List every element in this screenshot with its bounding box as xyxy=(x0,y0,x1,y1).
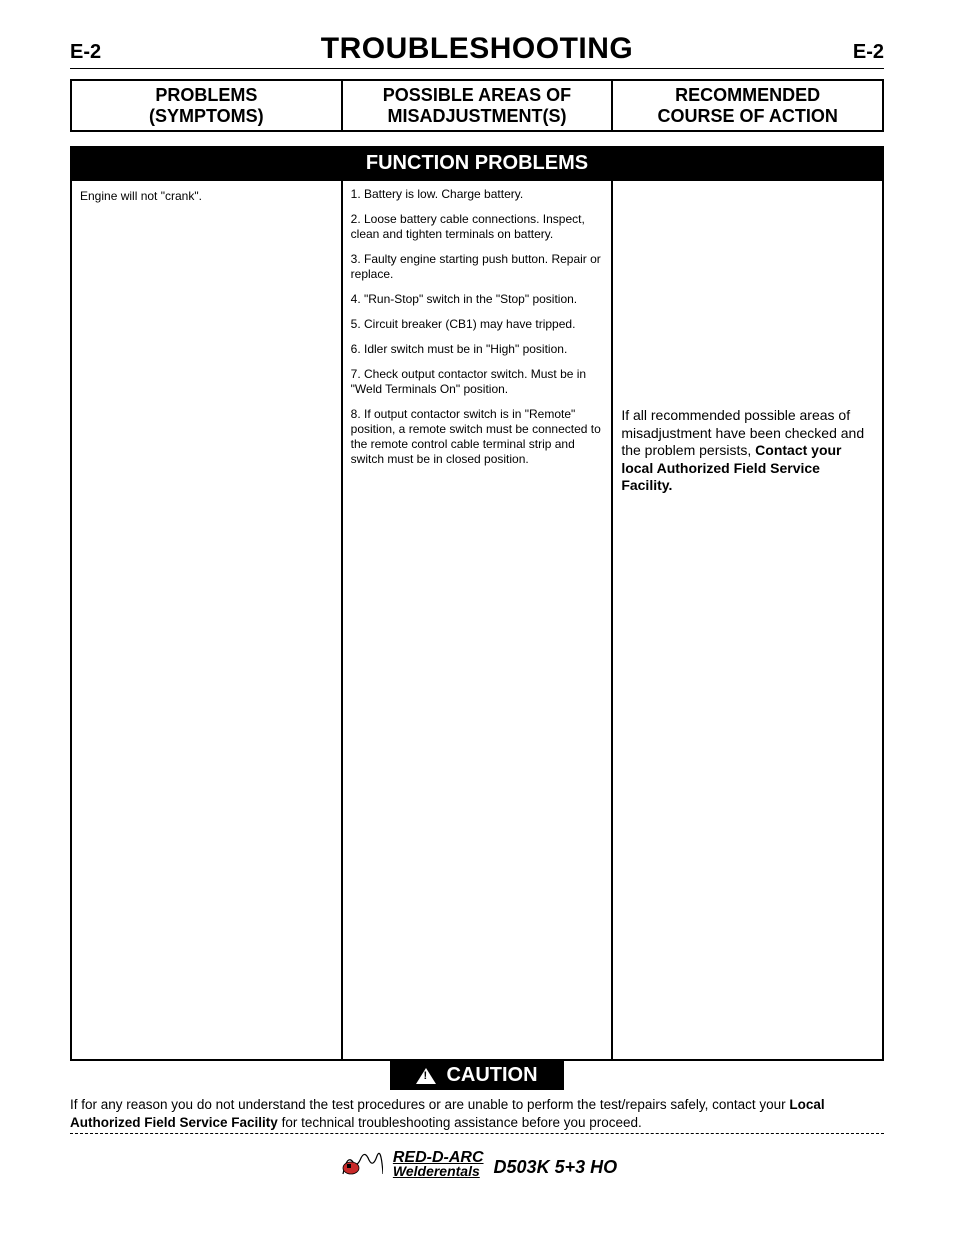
page-code-right: E-2 xyxy=(814,41,884,64)
caution-label: CAUTION xyxy=(446,1064,537,1087)
possible-item: 6. Idler switch must be in "High" positi… xyxy=(351,342,604,357)
possible-item: 7. Check output contactor switch. Must b… xyxy=(351,367,604,397)
header-action-line2: COURSE OF ACTION xyxy=(657,106,837,126)
logo-line2: Welderentals xyxy=(393,1163,480,1179)
possible-item: 4. "Run-Stop" switch in the "Stop" posit… xyxy=(351,292,604,307)
logo-block: RED-D-ARC Welderentals D503K 5+3 HO xyxy=(337,1144,617,1178)
possible-item: 5. Circuit breaker (CB1) may have trippe… xyxy=(351,317,604,332)
possible-item: 3. Faulty engine starting push button. R… xyxy=(351,252,604,282)
section-header: FUNCTION PROBLEMS xyxy=(71,147,883,180)
column-header-table: PROBLEMS (SYMPTOMS) POSSIBLE AREAS OF MI… xyxy=(70,79,884,132)
header-problems: PROBLEMS (SYMPTOMS) xyxy=(71,80,342,131)
possible-item: 8. If output contactor switch is in "Rem… xyxy=(351,407,604,467)
logo-text: RED-D-ARC Welderentals xyxy=(393,1151,484,1178)
caution-divider xyxy=(70,1133,884,1134)
header-problems-line2: (SYMPTOMS) xyxy=(149,106,264,126)
troubleshooting-table: FUNCTION PROBLEMS Engine will not "crank… xyxy=(70,146,884,1061)
header-possible-line1: POSSIBLE AREAS OF xyxy=(383,85,571,105)
header-problems-line1: PROBLEMS xyxy=(155,85,257,105)
header-possible-line2: MISADJUSTMENT(S) xyxy=(387,106,566,126)
problem-text: Engine will not "crank". xyxy=(80,189,202,203)
header-possible: POSSIBLE AREAS OF MISADJUSTMENT(S) xyxy=(342,80,613,131)
caution-note-suffix: for technical troubleshooting assistance… xyxy=(278,1115,642,1130)
footer: RED-D-ARC Welderentals D503K 5+3 HO xyxy=(70,1144,884,1183)
title-row: E-2 TROUBLESHOOTING E-2 xyxy=(70,32,884,69)
caution-note-prefix: If for any reason you do not understand … xyxy=(70,1097,789,1112)
welder-logo-icon xyxy=(337,1144,383,1178)
page-code-left: E-2 xyxy=(70,41,140,64)
cell-possible: 1. Battery is low. Charge battery. 2. Lo… xyxy=(342,180,613,1060)
page: E-2 TROUBLESHOOTING E-2 PROBLEMS (SYMPTO… xyxy=(0,0,954,1203)
caution-wrap: CAUTION xyxy=(70,1061,884,1090)
cell-problem: Engine will not "crank". xyxy=(71,180,342,1060)
possible-item: 2. Loose battery cable connections. Insp… xyxy=(351,212,604,242)
warning-icon xyxy=(416,1068,436,1084)
page-title: TROUBLESHOOTING xyxy=(140,32,814,66)
possible-item: 1. Battery is low. Charge battery. xyxy=(351,187,604,202)
footer-model: D503K 5+3 HO xyxy=(494,1157,618,1178)
caution-bar: CAUTION xyxy=(390,1061,563,1090)
cell-action: If all recommended possible areas of mis… xyxy=(612,180,883,1060)
caution-note: If for any reason you do not understand … xyxy=(70,1096,884,1131)
header-action-line1: RECOMMENDED xyxy=(675,85,820,105)
header-action: RECOMMENDED COURSE OF ACTION xyxy=(612,80,883,131)
table-row: Engine will not "crank". 1. Battery is l… xyxy=(71,180,883,1060)
